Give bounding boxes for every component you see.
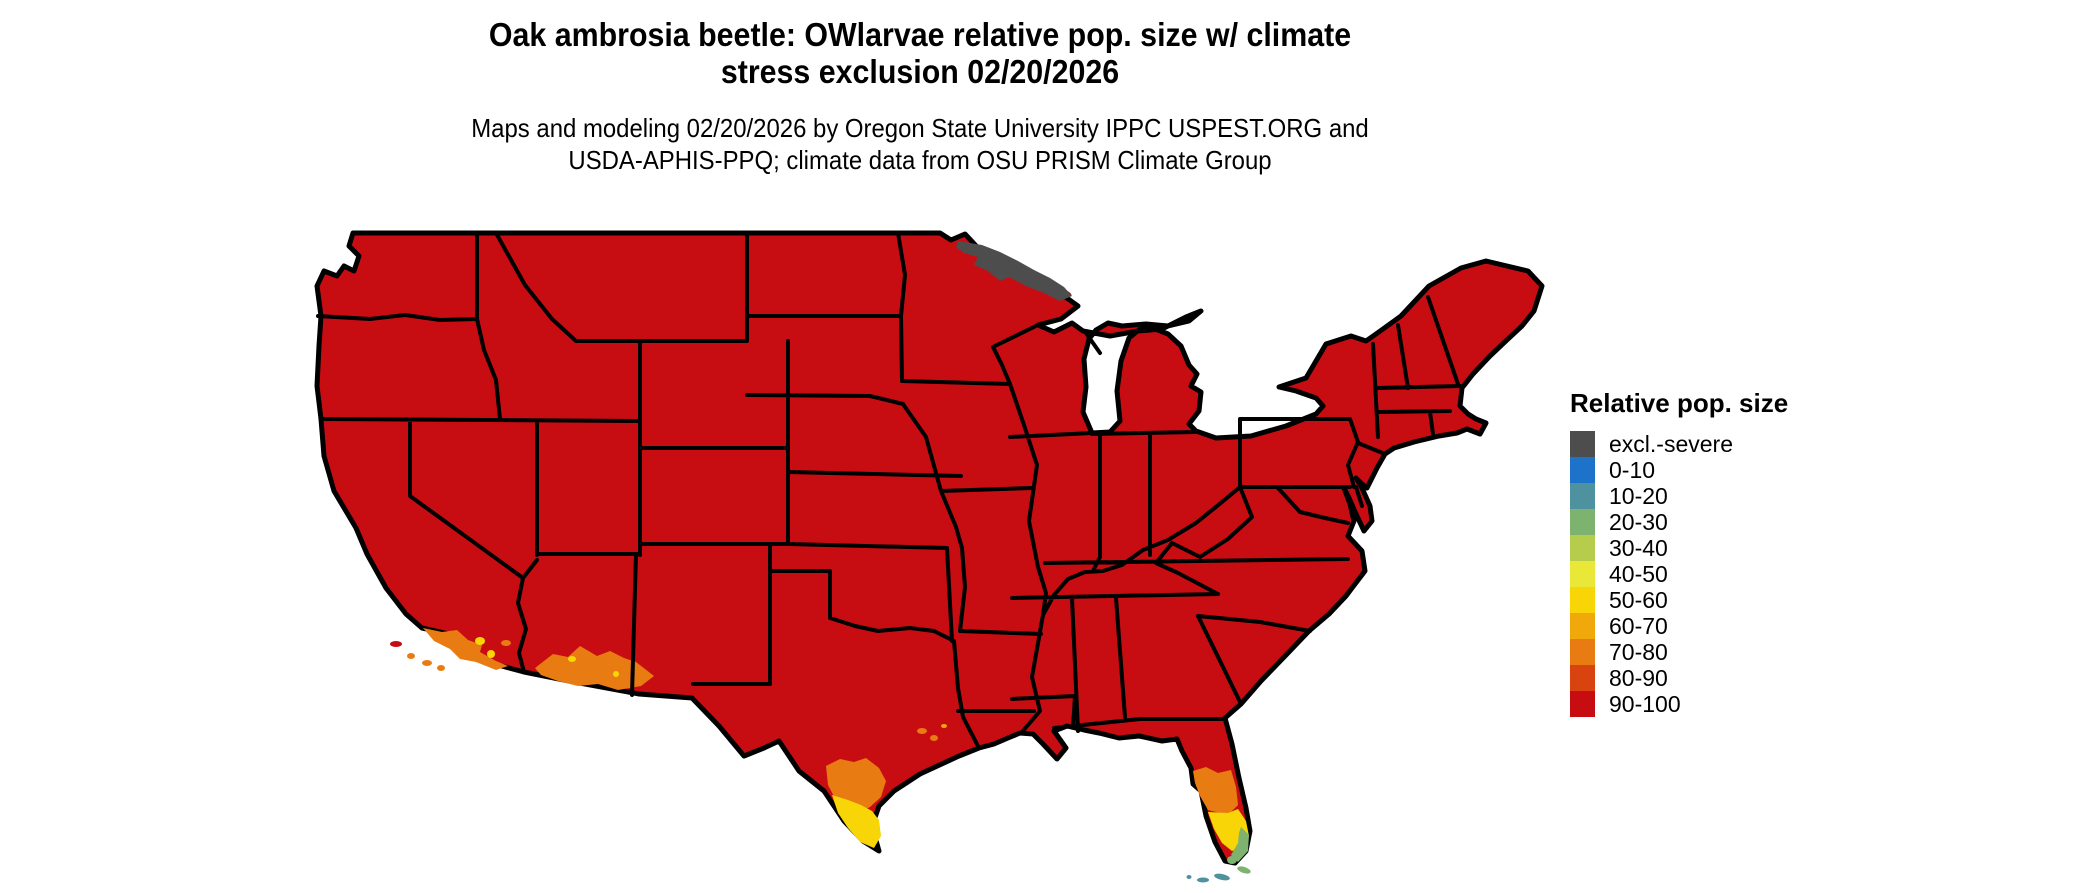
region-keys-10-20-c — [1186, 875, 1192, 879]
legend-items: excl.-severe 0-10 10-20 20-30 30-40 40-50 50-6… — [1570, 431, 1900, 717]
legend-item-label: excl.-severe — [1609, 431, 1733, 457]
legend-item: 90-100 — [1570, 691, 1900, 717]
legend-swatch — [1570, 665, 1595, 691]
legend-swatch — [1570, 457, 1595, 483]
legend-swatch — [1570, 483, 1595, 509]
legend-item-label: 30-40 — [1609, 535, 1668, 561]
region-keys-20-30 — [1237, 866, 1251, 874]
legend-item-label: 90-100 — [1609, 691, 1681, 717]
region-central-florida-70-80 — [1193, 767, 1238, 814]
legend-swatch — [1570, 431, 1595, 457]
legend-item: 80-90 — [1570, 665, 1900, 691]
legend-item-label: 20-30 — [1609, 509, 1668, 535]
channel-island-1 — [390, 641, 402, 647]
title-line-2: stress exclusion 02/20/2026 — [720, 53, 1120, 90]
region-south-texas-40-60 — [832, 795, 881, 848]
legend-item-label: 50-60 — [1609, 587, 1668, 613]
legend-item-label: 10-20 — [1609, 483, 1668, 509]
legend-title: Relative pop. size — [1570, 388, 1789, 418]
channel-island-4 — [437, 665, 445, 671]
region-se-florida-20-30 — [1231, 827, 1249, 862]
legend-swatch — [1570, 639, 1595, 665]
legend-item: 20-30 — [1570, 509, 1900, 535]
region-az-50-60-speck-1 — [568, 656, 576, 662]
state-borders — [316, 231, 1462, 750]
legend-item-label: 70-80 — [1609, 639, 1668, 665]
legend-swatch — [1570, 613, 1595, 639]
page-title: Oak ambrosia beetle: OWlarvae relative p… — [299, 16, 1541, 90]
channel-island-2 — [407, 653, 415, 659]
legend-item: 50-60 — [1570, 587, 1900, 613]
legend-item-label: 60-70 — [1609, 613, 1668, 639]
region-florida-tip-20-30 — [1227, 856, 1237, 864]
legend-item-label: 80-90 — [1609, 665, 1668, 691]
region-keys-10-20-a — [1214, 873, 1230, 881]
legend-item-label: 0-10 — [1609, 457, 1656, 483]
title-line-1: Oak ambrosia beetle: OWlarvae relative p… — [488, 16, 1352, 53]
region-sw-arizona-70-80 — [535, 646, 654, 690]
legend: Relative pop. size excl.-severe 0-10 10-20… — [1570, 388, 1900, 717]
legend-swatch — [1570, 509, 1595, 535]
legend-item-label: 40-50 — [1609, 561, 1668, 587]
region-socal-50-60-speck-1 — [475, 637, 485, 645]
region-socal-coast-70-80 — [423, 628, 508, 670]
subtitle-line-2: USDA-APHIS-PPQ; climate data from OSU PR… — [568, 145, 1272, 175]
region-minnesota-excl-severe — [956, 241, 1072, 301]
legend-item: 30-40 — [1570, 535, 1900, 561]
region-socal-70-80-speck — [501, 640, 511, 646]
legend-swatch — [1570, 691, 1595, 717]
legend-swatch — [1570, 587, 1595, 613]
legend-swatch — [1570, 535, 1595, 561]
title-block: Oak ambrosia beetle: OWlarvae relative p… — [299, 16, 1541, 176]
region-az-50-60-speck-2 — [613, 671, 619, 677]
subtitle-line-1: Maps and modeling 02/20/2026 by Oregon S… — [471, 113, 1369, 143]
region-tx-coast-speck-1 — [917, 728, 927, 734]
us-risk-map — [310, 225, 1560, 893]
us-map-svg — [314, 230, 1545, 883]
legend-item: 70-80 — [1570, 639, 1900, 665]
legend-item: 60-70 — [1570, 613, 1900, 639]
region-tx-coast-speck-2 — [930, 735, 938, 741]
legend-item: 0-10 — [1570, 457, 1900, 483]
region-tx-coast-speck-3 — [941, 724, 947, 728]
legend-item: 10-20 — [1570, 483, 1900, 509]
legend-item: 40-50 — [1570, 561, 1900, 587]
legend-item: excl.-severe — [1570, 431, 1900, 457]
channel-island-3 — [422, 660, 432, 666]
legend-swatch — [1570, 561, 1595, 587]
page-subtitle: Maps and modeling 02/20/2026 by Oregon S… — [299, 112, 1541, 176]
region-socal-50-60-speck-2 — [487, 650, 495, 658]
region-keys-10-20-b — [1197, 877, 1209, 883]
